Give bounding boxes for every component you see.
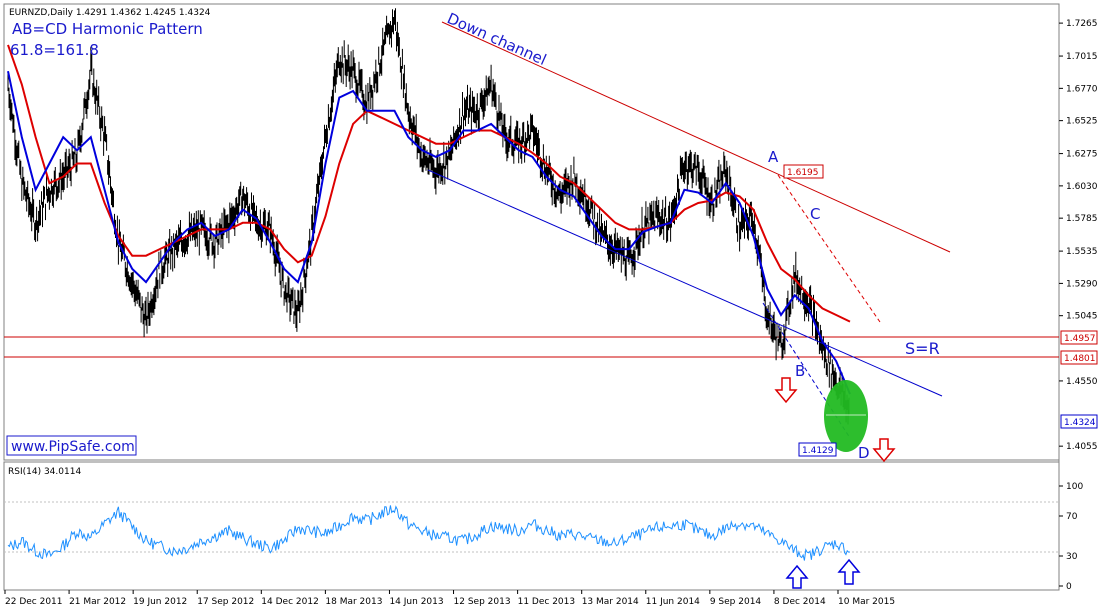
price-y-tick-label: 1.5290 [1066,279,1098,289]
rsi-y-tick-label: 100 [1066,482,1083,492]
arrow-down-icon [774,377,798,404]
rsi-y-tick-label: 70 [1066,512,1078,522]
target-zone-ellipse [824,380,868,452]
watermark-box [6,435,137,456]
rsi-label: RSI(14) 34.0114 [8,467,81,477]
x-tick-label: 21 Mar 2012 [69,597,126,607]
price-y-tick-label: 1.4550 [1066,377,1098,387]
sr-label: S=R [905,339,940,358]
level-lower-tag-text: 1.4801 [1064,354,1096,364]
price-y-tick-label: 1.6770 [1066,84,1098,94]
price-y-tick-label: 1.7015 [1066,52,1098,62]
level-upper-tag-text: 1.4957 [1064,334,1096,344]
rsi-y-tick-label: 30 [1066,552,1078,562]
price-y-tick-label: 1.6275 [1066,150,1098,160]
price-y-tick-label: 1.5785 [1066,214,1098,224]
price-y-tick-label: 1.5535 [1066,247,1098,257]
channel-upper-line [441,21,951,253]
x-tick-label: 10 Mar 2015 [838,597,895,607]
watermark: www.PipSafe.com [11,439,135,455]
rsi-panel-frame [3,461,1060,591]
price-y-axis: 1.7265 1.7015 1.6770 1.6525 1.6275 1.6030 1.57… [1059,19,1098,452]
x-tick-label: 14 Dec 2012 [261,597,319,607]
rsi-y-tick-label: 0 [1066,582,1072,592]
ma-fast-line [7,70,851,395]
x-tick-label: 14 Jun 2013 [389,597,443,607]
point-c-label: C [810,205,820,223]
x-axis: 22 Dec 2011 21 Mar 2012 19 Jun 2012 17 Sep … [4,590,895,607]
symbol-ohlc-header: EURNZD,Daily 1.4291 1.4362 1.4245 1.4324 [9,8,211,18]
x-tick-label: 9 Sep 2014 [710,597,762,607]
point-b-label: B [795,362,805,380]
box-a [783,164,824,179]
price-y-tick-label: 1.4055 [1066,442,1098,452]
current-price-tag [1060,414,1098,429]
rsi-y-axis: 100 70 30 0 [1059,482,1083,592]
x-tick-label: 12 Sep 2013 [454,597,511,607]
x-tick-label: 17 Sep 2012 [197,597,254,607]
level-lower-tag [1060,350,1098,365]
point-d-label: D [858,444,870,462]
x-tick-label: 18 Mar 2013 [325,597,382,607]
arrow-down-icon [872,438,896,463]
price-y-tick-label: 1.6525 [1066,117,1098,127]
x-tick-label: 19 Jun 2012 [133,597,187,607]
x-tick-label: 11 Dec 2013 [518,597,576,607]
current-price-tag-text: 1.4324 [1064,418,1096,428]
price-y-tick-label: 1.7265 [1066,19,1098,29]
box-d-value: 1.4129 [802,446,834,456]
pattern-leg-dashed-red [777,174,881,323]
x-tick-label: 8 Dec 2014 [774,597,826,607]
rsi-line [7,505,851,561]
arrow-up-icon [837,558,861,585]
x-tick-label: 22 Dec 2011 [5,597,63,607]
channel-lower-line [427,169,943,397]
point-a-label: A [768,148,779,166]
box-d [798,442,837,457]
x-tick-label: 13 Mar 2014 [582,597,639,607]
level-upper-tag [1060,330,1098,345]
arrow-up-icon [785,564,809,589]
pattern-title: AB=CD Harmonic Pattern [12,20,203,38]
price-y-tick-label: 1.5045 [1066,312,1098,322]
x-tick-label: 11 Jun 2014 [646,597,700,607]
price-panel-frame [3,3,1060,461]
price-y-tick-label: 1.6030 [1066,182,1098,192]
box-a-value: 1.6195 [787,168,819,178]
ratio-text: 61.8=161.8 [10,41,99,59]
